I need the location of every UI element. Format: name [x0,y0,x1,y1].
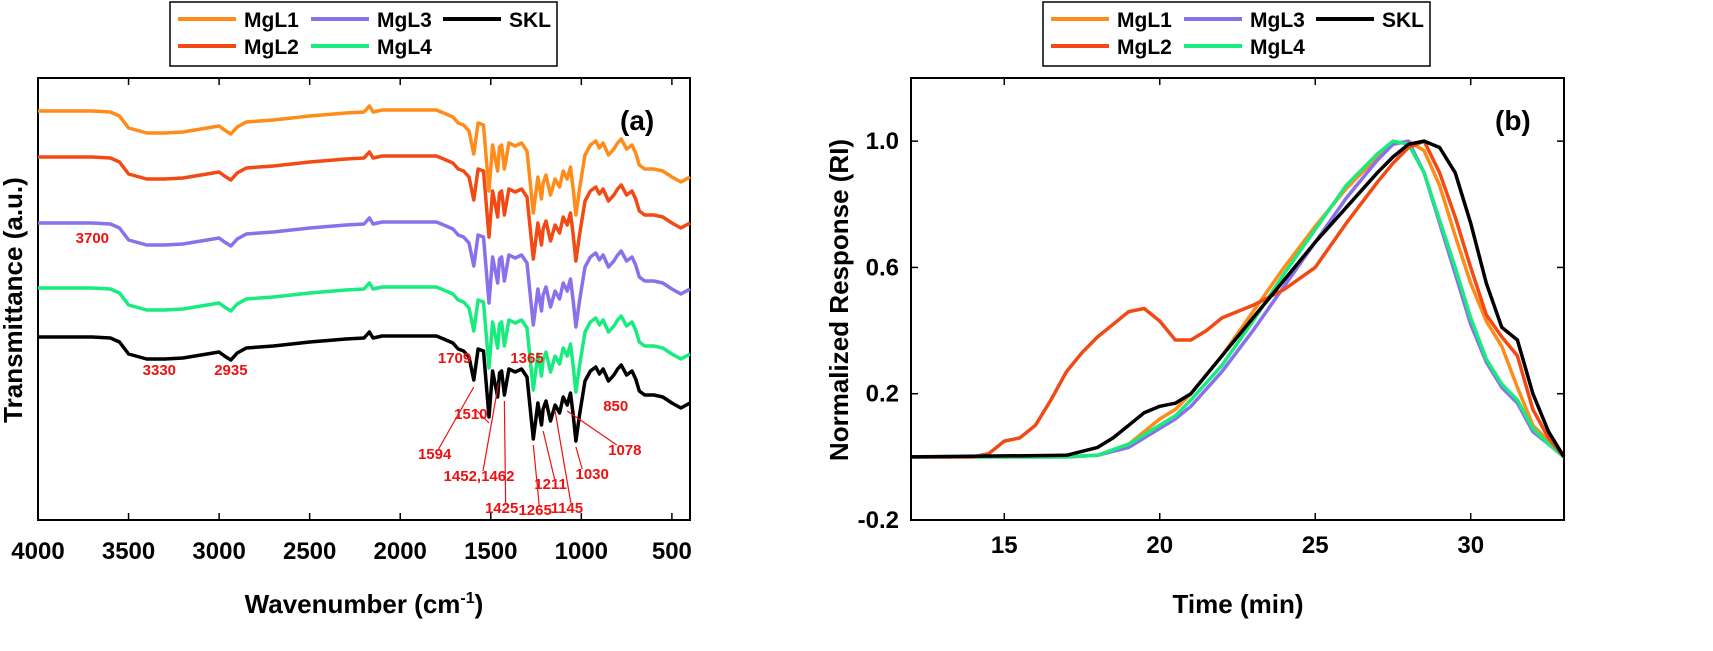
panel-b-legend: MgL1 MgL3 SKL MgL2 MgL4 [1042,1,1431,67]
panel-a-annotation-1510: 1510 [454,406,487,423]
panel-a-x-tick-label: 2500 [283,538,336,565]
panel-a-series-mgl1 [38,104,691,217]
panel-a-annotation-850: 850 [603,398,628,415]
panel-a-annotation-leader [503,400,507,504]
panel-a-annotation-1030: 1030 [576,466,609,483]
panel-b-y-tick-label: 0.6 [866,254,899,281]
panel-b-legend-label-skl: SKL [1382,9,1424,32]
panel-a-legend-label-skl: SKL [509,9,551,32]
panel-a-series-group [38,104,691,443]
panel-a-annotation-1145: 1145 [551,500,584,517]
panel-a-annotation-1365: 1365 [510,350,543,367]
panel-b-x-tick-label: 20 [1146,532,1173,559]
panel-b-series-mgl1 [911,139,1566,459]
panel-a-label: (a) [620,105,654,136]
panel-a-x-tick-label: 500 [652,538,692,565]
panel-a-annotation-1078: 1078 [608,442,641,459]
panel-a-annotation-2935: 2935 [214,362,247,379]
panel-a-series-skl [38,330,691,443]
panel-a-annotation-leader [474,408,490,424]
panel-b-series-skl [910,139,1566,459]
panel-b-y-tick-label: 0.2 [866,381,899,408]
panel-a-annotation-leader [554,410,572,504]
panel-a-annotation-1594: 1594 [418,446,452,463]
panel-a-legend-label-mgl1: MgL1 [244,9,299,32]
panel-a-x-tick-label: 3500 [102,538,155,565]
panel-b-y-tick-label: -0.2 [858,507,899,534]
panel-b-legend-label-mgl4: MgL4 [1250,36,1305,59]
panel-a-annotation-1211: 1211 [534,476,567,493]
panel-a-annotation-1265: 1265 [518,502,551,519]
panel-a-annotation-leader [575,446,583,470]
panel-a-series-mgl2 [38,150,691,263]
panel-a-annotation-leader [566,410,618,446]
panel-b-series-mgl4 [911,139,1566,459]
panel-a-x-tick-label: 2000 [374,538,427,565]
panel-a-legend: MgL1 MgL3 SKL MgL2 MgL4 [169,1,558,67]
panel-b-y-axis-label: Normalized Response (RI) [824,139,854,461]
panel-a-series-mgl3 [38,216,691,329]
panel-a-x-axis-label: Wavenumber (cm-1) [245,589,484,619]
panel-b-y-ticks: -0.2 0.2 0.6 1.0 [858,128,1564,534]
panel-a-plot-frame [37,77,691,521]
panel-a-annotation-leader [542,430,556,480]
panel-b-x-axis-label: Time (min) [1173,589,1304,619]
panel-a-annotation-leader [532,444,540,506]
panel-a-legend-box [169,1,558,67]
panel-b-legend-label-mgl1: MgL1 [1117,9,1172,32]
panel-b-x-tick-label: 25 [1302,532,1329,559]
panel-a-ftir: 3700 3330 2935 1709 1365 850 1594 1510 1452,1462… [0,1,692,619]
panel-a-annotation-3700: 3700 [76,230,109,247]
panel-b-gpc: 15 20 25 30 -0.2 0.2 0.6 1.0 (b) Time (min) No… [824,1,1566,619]
panel-a-annotation-leader [438,386,475,450]
panel-a-series-mgl4 [38,281,691,394]
panel-b-series-group [910,139,1566,459]
panel-a-annotations: 3700 3330 2935 1709 1365 850 1594 1510 1452,1462… [76,230,642,519]
panel-a-annotation-1425: 1425 [485,500,518,517]
panel-b-x-tick-label: 30 [1457,532,1484,559]
panel-b-plot-frame [910,77,1565,521]
panel-b-legend-label-mgl3: MgL3 [1250,9,1305,32]
panel-a-annotation-1709: 1709 [438,350,471,367]
panel-a-annotation-leader [482,382,500,472]
panel-a-x-ticks: 4000 3500 3000 2500 2000 1500 1000 500 [11,78,692,565]
panel-a-x-tick-label: 4000 [11,538,64,565]
panel-b-label: (b) [1495,105,1531,136]
panel-a-y-axis-label: Transmittance (a.u.) [0,177,28,423]
panel-a-legend-label-mgl2: MgL2 [244,36,299,59]
panel-a-x-tick-label: 1000 [555,538,608,565]
panel-a-x-tick-label: 1500 [464,538,517,565]
panel-a-legend-label-mgl3: MgL3 [377,9,432,32]
panel-b-y-tick-label: 1.0 [866,128,899,155]
panel-a-annotation-3330: 3330 [143,362,176,379]
panel-b-legend-box [1042,1,1431,67]
panel-b-x-ticks: 15 20 25 30 [991,78,1484,559]
panel-a-legend-label-mgl4: MgL4 [377,36,432,59]
panel-b-series-mgl2 [911,139,1566,459]
panel-b-x-tick-label: 15 [991,532,1018,559]
panel-a-annotation-1452-1462: 1452,1462 [444,468,515,485]
panel-b-legend-label-mgl2: MgL2 [1117,36,1172,59]
panel-a-x-tick-label: 3000 [192,538,245,565]
